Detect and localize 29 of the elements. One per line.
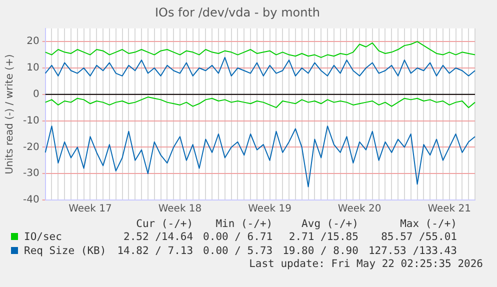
text: Cur (-/+) bbox=[135, 218, 194, 230]
text: 0.00 / 5.73 bbox=[202, 244, 273, 258]
text: 85.57 /55.01 bbox=[380, 230, 457, 244]
text: Last update: Fri May 22 02:25:35 2026 bbox=[248, 258, 484, 270]
legend-label: Req Size (KB) bbox=[24, 245, 106, 257]
chart-title: IOs for /dev/vda - by month bbox=[154, 5, 320, 20]
x-tick-label: Week 18 bbox=[158, 204, 202, 215]
y-tick-label: -40 bbox=[22, 194, 40, 206]
y-tick-label: -10 bbox=[22, 115, 40, 126]
x-tick-label: Week 21 bbox=[428, 204, 472, 215]
text: 19.80 / 8.90 bbox=[282, 244, 358, 258]
y-tick-label: 20 bbox=[26, 36, 40, 48]
x-tick-label: Week 20 bbox=[338, 204, 382, 215]
x-tick-label: Week 19 bbox=[248, 204, 292, 215]
text: Min (-/+) bbox=[214, 218, 273, 230]
y-tick-label: -20 bbox=[22, 142, 40, 153]
x-tick-label: Week 17 bbox=[68, 204, 112, 215]
text: 2.71 /15.85 bbox=[288, 230, 358, 244]
text: Max (-/+) bbox=[399, 218, 457, 230]
y-tick-label: 10 bbox=[26, 62, 40, 74]
y-tick-label: 0 bbox=[32, 88, 40, 100]
text: 0.00 / 6.71 bbox=[202, 230, 273, 244]
y-tick-label: -30 bbox=[22, 168, 40, 180]
text: 127.53 /133.43 bbox=[367, 244, 457, 258]
text: 14.82 / 7.13 bbox=[116, 244, 194, 258]
y-axis-title: Units read (-) / write (+) bbox=[4, 54, 16, 174]
text: Avg (-/+) bbox=[300, 218, 358, 230]
legend-label: IO/sec bbox=[24, 231, 62, 243]
text: 2.52 /14.64 bbox=[122, 230, 194, 244]
